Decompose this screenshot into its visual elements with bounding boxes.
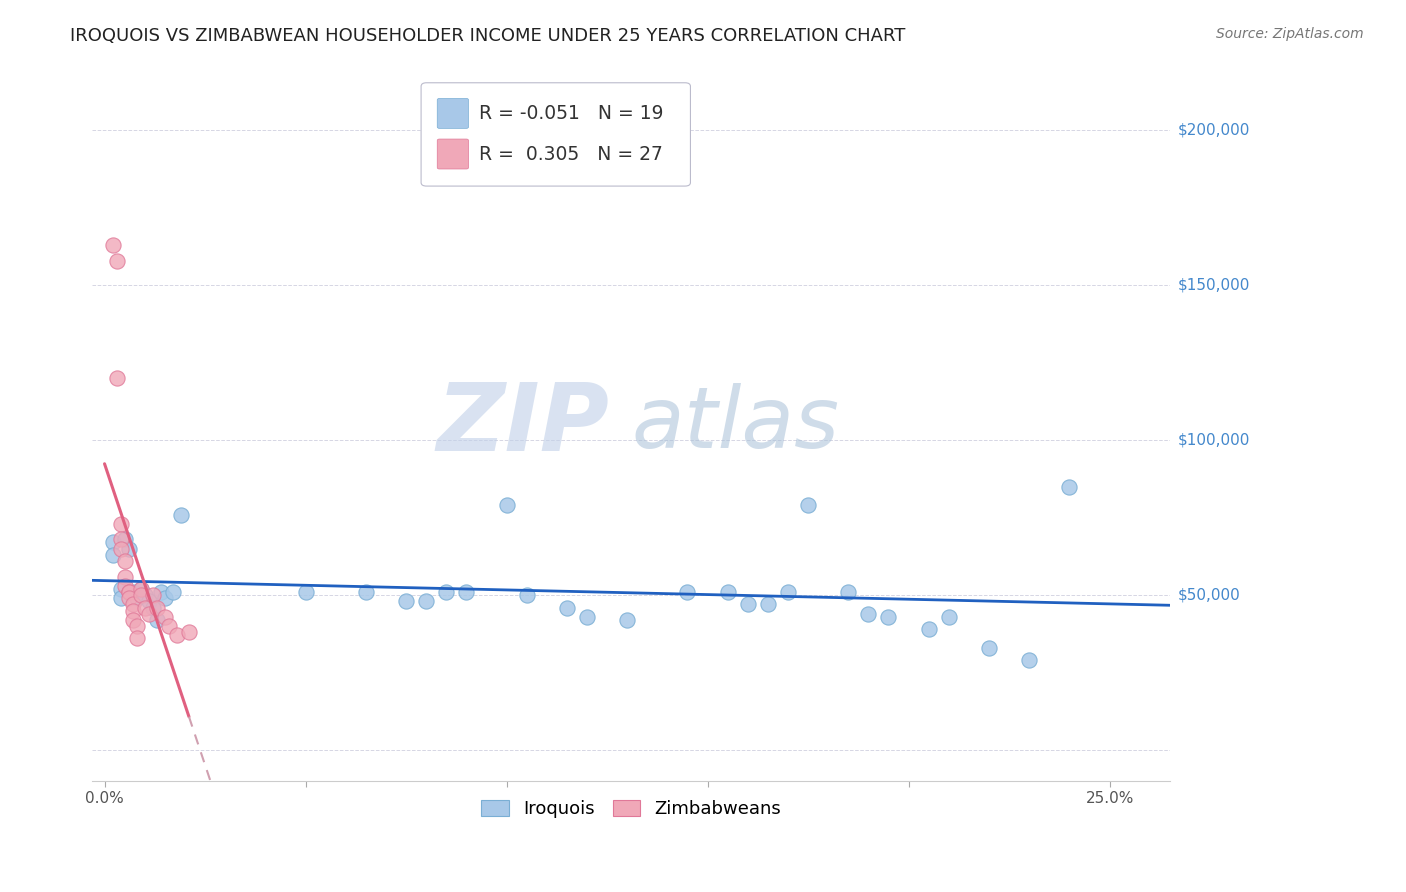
Point xyxy=(456,585,478,599)
Point xyxy=(977,640,1000,655)
Point xyxy=(395,594,418,608)
Point xyxy=(110,582,132,596)
Text: R = -0.051   N = 19: R = -0.051 N = 19 xyxy=(479,103,664,123)
FancyBboxPatch shape xyxy=(420,83,690,186)
Point xyxy=(118,585,141,599)
Point xyxy=(170,508,193,522)
Point xyxy=(157,619,180,633)
Point xyxy=(110,533,132,547)
Point xyxy=(138,607,160,621)
Legend: Iroquois, Zimbabweans: Iroquois, Zimbabweans xyxy=(474,793,789,825)
Point xyxy=(138,594,160,608)
Point xyxy=(121,613,143,627)
Point xyxy=(134,588,156,602)
Text: R =  0.305   N = 27: R = 0.305 N = 27 xyxy=(479,145,664,163)
Point xyxy=(129,588,152,602)
Point xyxy=(114,569,136,583)
Point xyxy=(149,585,172,599)
Point xyxy=(146,600,169,615)
Point xyxy=(162,585,184,599)
Point xyxy=(105,371,128,385)
Point xyxy=(121,585,143,599)
Point xyxy=(142,600,165,615)
Point xyxy=(118,591,141,606)
Point xyxy=(495,498,517,512)
Text: atlas: atlas xyxy=(631,384,839,467)
Point xyxy=(737,598,759,612)
Point xyxy=(918,622,941,636)
Point xyxy=(142,588,165,602)
Point xyxy=(415,594,437,608)
Point xyxy=(105,253,128,268)
Point xyxy=(575,609,598,624)
Point xyxy=(294,585,316,599)
Point xyxy=(114,533,136,547)
Text: IROQUOIS VS ZIMBABWEAN HOUSEHOLDER INCOME UNDER 25 YEARS CORRELATION CHART: IROQUOIS VS ZIMBABWEAN HOUSEHOLDER INCOM… xyxy=(70,27,905,45)
Point xyxy=(858,607,880,621)
Point xyxy=(676,585,699,599)
Point xyxy=(354,585,377,599)
Point xyxy=(717,585,740,599)
Point xyxy=(1059,480,1081,494)
Text: $150,000: $150,000 xyxy=(1178,278,1250,293)
Point xyxy=(121,598,143,612)
Point xyxy=(134,600,156,615)
Point xyxy=(110,541,132,556)
FancyBboxPatch shape xyxy=(437,98,468,128)
Point xyxy=(1018,653,1040,667)
Point xyxy=(118,585,141,599)
Point xyxy=(125,632,148,646)
Point xyxy=(837,585,859,599)
Text: Source: ZipAtlas.com: Source: ZipAtlas.com xyxy=(1216,27,1364,41)
Point xyxy=(125,619,148,633)
Point xyxy=(797,498,820,512)
Point xyxy=(166,628,188,642)
Point xyxy=(101,238,124,252)
Point xyxy=(110,516,132,531)
Point xyxy=(129,582,152,596)
Point xyxy=(146,613,169,627)
Point xyxy=(555,600,578,615)
Point xyxy=(434,585,457,599)
Point xyxy=(938,609,960,624)
Point xyxy=(110,591,132,606)
Text: $50,000: $50,000 xyxy=(1178,588,1240,603)
Point xyxy=(877,609,900,624)
Text: $100,000: $100,000 xyxy=(1178,433,1250,448)
Point xyxy=(114,579,136,593)
Text: $200,000: $200,000 xyxy=(1178,123,1250,138)
Point xyxy=(616,613,638,627)
Point xyxy=(177,625,200,640)
Point xyxy=(516,588,538,602)
FancyBboxPatch shape xyxy=(437,139,468,169)
Point xyxy=(776,585,799,599)
Point xyxy=(101,548,124,562)
Point xyxy=(129,582,152,596)
Text: ZIP: ZIP xyxy=(437,379,610,471)
Point xyxy=(153,591,176,606)
Point xyxy=(125,591,148,606)
Point xyxy=(101,535,124,549)
Point xyxy=(756,598,779,612)
Point xyxy=(121,604,143,618)
Point xyxy=(153,609,176,624)
Point xyxy=(114,554,136,568)
Point xyxy=(118,541,141,556)
